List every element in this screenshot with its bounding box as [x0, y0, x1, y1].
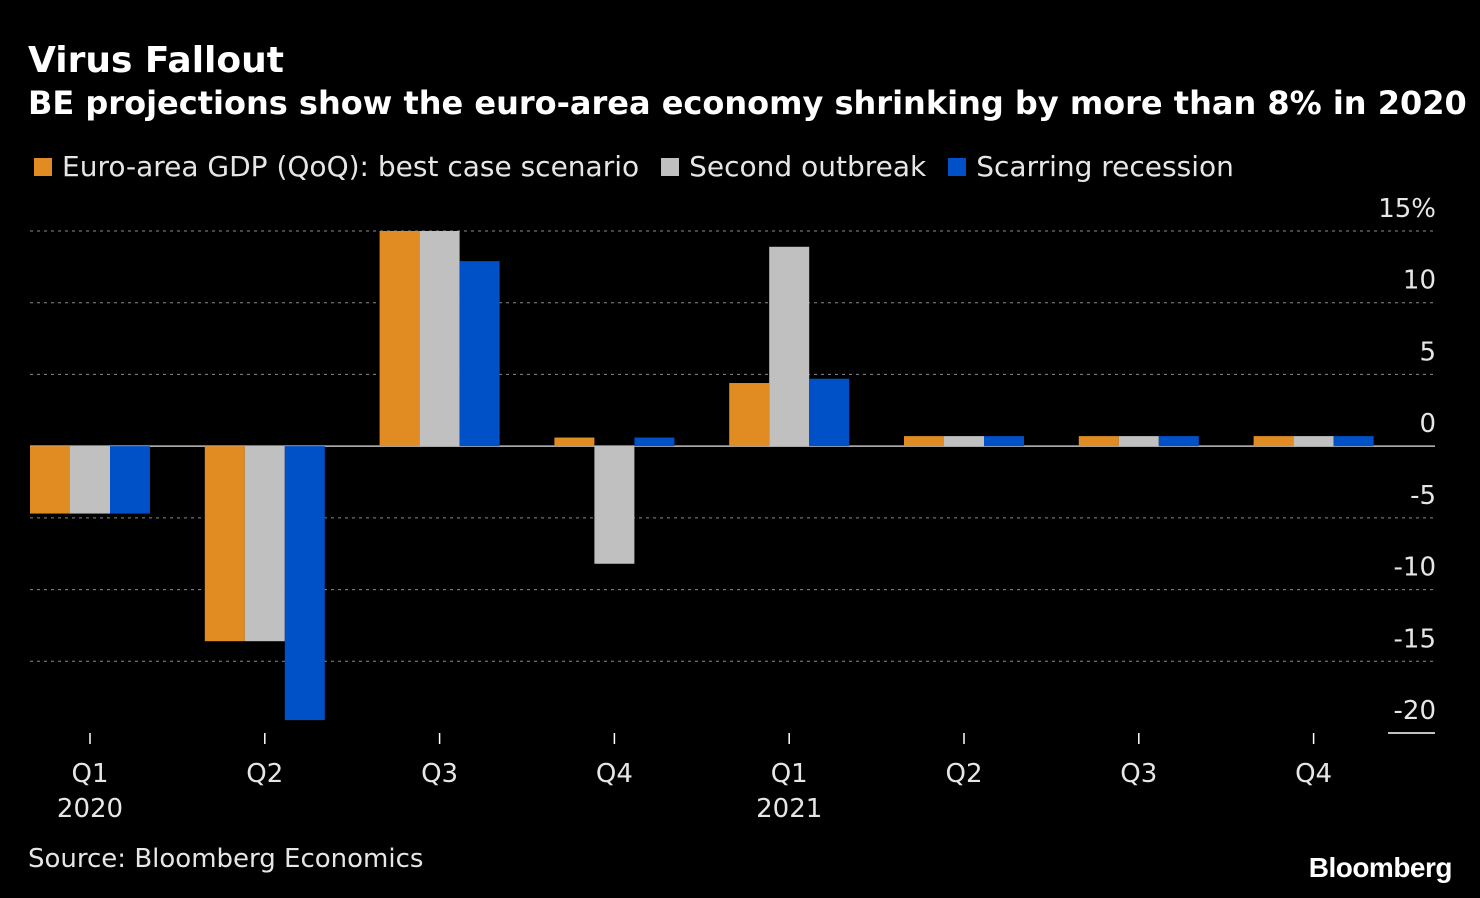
bar — [594, 446, 635, 564]
bar — [1118, 436, 1159, 447]
bar — [419, 231, 460, 447]
bar — [729, 383, 770, 447]
x-tick-label: Q3 — [1120, 759, 1157, 789]
bar — [459, 261, 500, 447]
x-year-label: 2020 — [57, 794, 123, 824]
bar — [1333, 436, 1374, 447]
bar — [554, 437, 595, 447]
bar — [379, 231, 420, 447]
legend-label-best-case: Euro-area GDP (QoQ): best case scenario — [62, 150, 640, 183]
legend-swatch-best-case — [34, 157, 52, 176]
bar — [1078, 436, 1119, 447]
chart-title: Virus Fallout — [28, 40, 284, 81]
bar — [769, 246, 810, 447]
bar — [634, 437, 675, 447]
bar — [284, 446, 325, 721]
bloomberg-logo: Bloomberg — [1308, 852, 1453, 883]
bar — [244, 446, 285, 642]
legend-item-second-outbreak: Second outbreak — [661, 150, 926, 183]
bar — [984, 436, 1024, 447]
legend-swatch-scarring-recession — [948, 157, 967, 176]
y-tick-label: 5 — [1419, 337, 1436, 367]
y-tick-label: 15% — [1378, 194, 1436, 224]
x-tick-label: Q3 — [421, 759, 458, 789]
legend: Euro-area GDP (QoQ): best case scenario … — [34, 150, 1256, 183]
x-tick-label: Q1 — [771, 759, 808, 789]
y-tick-label: -15 — [1394, 624, 1436, 654]
source-note: Source: Bloomberg Economics — [28, 844, 424, 874]
y-tick-label: -5 — [1410, 481, 1436, 511]
y-tick-label: 0 — [1419, 409, 1436, 439]
bar — [110, 446, 150, 514]
bar — [809, 378, 850, 447]
bar — [70, 446, 110, 514]
x-tick-label: Q2 — [246, 759, 283, 789]
y-tick-label: 10 — [1403, 266, 1436, 296]
x-tick-label: Q2 — [945, 759, 982, 789]
legend-swatch-second-outbreak — [661, 157, 680, 176]
x-tick-label: Q4 — [596, 759, 633, 789]
y-tick-label: -10 — [1394, 553, 1436, 583]
legend-item-scarring-recession: Scarring recession — [948, 150, 1234, 183]
x-tick-label: Q1 — [71, 759, 108, 789]
legend-label-scarring-recession: Scarring recession — [976, 150, 1234, 183]
chart-subtitle: BE projections show the euro-area econom… — [28, 84, 1467, 122]
bar — [204, 446, 245, 642]
bar — [1158, 436, 1199, 447]
legend-item-best-case: Euro-area GDP (QoQ): best case scenario — [34, 150, 639, 183]
x-year-label: 2021 — [756, 794, 822, 824]
bar — [1253, 436, 1294, 447]
bar — [904, 436, 944, 447]
x-tick-label: Q4 — [1295, 759, 1332, 789]
bar — [1293, 436, 1334, 447]
bar — [30, 446, 70, 514]
bar — [944, 436, 984, 447]
legend-label-second-outbreak: Second outbreak — [689, 150, 927, 183]
y-tick-label: -20 — [1394, 696, 1436, 726]
